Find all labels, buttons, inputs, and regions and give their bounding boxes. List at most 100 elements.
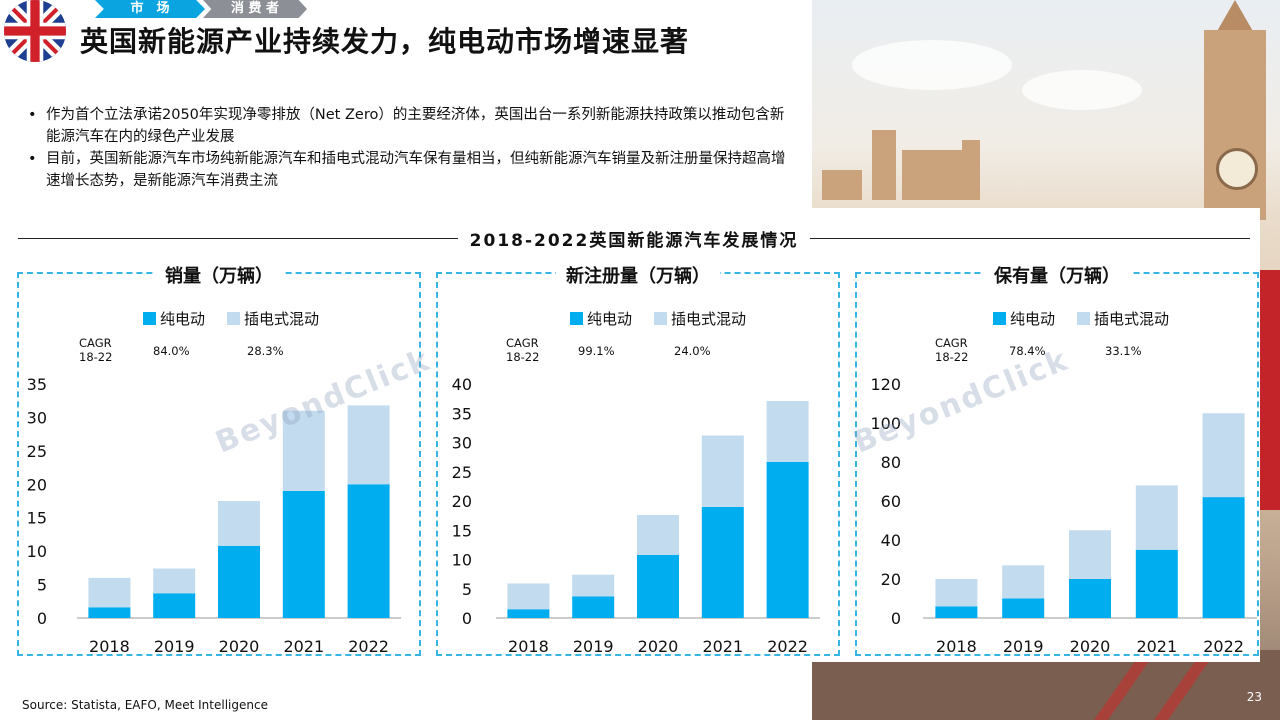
x-tick-label: 2020 [638,637,679,656]
chart-title: 新注册量（万辆） [556,266,720,287]
cagr-phev-value: 28.3% [247,344,284,358]
chart-title: 销量（万辆） [155,266,283,287]
bar-phev [935,579,978,607]
bar-phev [766,400,809,462]
legend-label-phev: 插电式混动 [244,310,320,328]
x-tick-label: 2021 [702,637,743,656]
building-shape [962,140,980,200]
y-tick-label: 5 [37,576,47,595]
legend-swatch-bev [993,312,1006,325]
x-tick-label: 2021 [1136,637,1177,656]
bar-bev [153,593,196,618]
bar-bev [637,554,679,618]
chart-legend: 纯电动 插电式混动 [570,308,746,329]
x-tick-label: 2019 [573,637,614,656]
cagr-bev-value: 84.0% [153,344,190,358]
source-note: Source: Statista, EAFO, Meet Intelligenc… [22,698,268,712]
bar-phev [1002,565,1045,599]
chart-svg-stock: 0 20 40 60 80 100 120 2018 2019 2020 2021 2022 [870,375,1257,656]
x-tick-label: 2019 [1003,637,1044,656]
bar-bev [88,607,131,618]
y-tick-label: 25 [27,442,47,461]
chart-svg-registrations: 0 5 10 15 20 25 30 35 40 2018 2019 2020 2021 2022 [452,375,820,656]
bar-phev [218,501,260,546]
page-number: 23 [1246,690,1262,704]
x-tick-label: 2018 [89,637,130,656]
bar-phev [153,568,196,594]
chart-title: 保有量（万辆） [984,266,1130,287]
cagr-label: CAGR 18-22 [506,336,540,364]
y-tick-label: 20 [452,492,472,511]
legend-label-bev: 纯电动 [160,310,206,328]
bar-phev [88,577,131,608]
y-tick-label: 20 [27,475,47,494]
legend-label-phev: 插电式混动 [1094,310,1170,328]
x-tick-label: 2022 [767,637,808,656]
bar-phev [701,435,744,507]
y-tick-label: 40 [452,375,472,394]
bar-phev [1069,530,1111,579]
cagr-phev-value: 24.0% [674,344,711,358]
bar-bev [347,484,390,618]
bar-bev [935,606,978,618]
bar-bev [507,609,550,618]
cagr-label: CAGR 18-22 [79,336,113,364]
building-shape [872,130,896,200]
y-tick-label: 15 [452,521,472,540]
x-tick-label: 2020 [219,637,260,656]
y-tick-label: 120 [870,375,901,394]
chart-legend: 纯电动 插电式混动 [143,308,319,329]
y-tick-label: 30 [27,408,47,427]
bar-bev [282,490,325,618]
y-tick-label: 10 [27,542,47,561]
y-tick-label: 35 [452,404,472,423]
legend-swatch-phev [1077,312,1091,325]
legend-swatch-phev [654,312,668,325]
y-tick-label: 60 [881,492,901,511]
chart-panel-stock: 保有量（万辆） 纯电动 插电式混动 CAGR 18-22 78.4% 33.1% … [849,266,1259,656]
bar-phev [637,515,679,555]
bar-bev [1069,579,1111,618]
y-tick-label: 30 [452,434,472,453]
bar-bev [218,545,260,618]
chart-panel-sales: 销量（万辆） 纯电动 插电式混动 CAGR 18-22 84.0% 28.3% 0… [17,266,436,656]
cagr-bev-value: 99.1% [578,344,615,358]
bar-bev [1135,549,1178,618]
x-tick-label: 2020 [1070,637,1111,656]
bullet-item: 作为首个立法承诺2050年实现净零排放（Net Zero）的主要经济体，英国出台… [28,104,788,148]
x-tick-label: 2022 [1203,637,1244,656]
building-shape [822,170,862,200]
bar-bev [701,506,744,618]
breadcrumb-consumer[interactable]: 消 费 者 [203,0,307,18]
y-tick-label: 20 [881,570,901,589]
chart-svg-sales: 0 5 10 15 20 25 30 35 2018 2019 2020 2021 2022 [27,375,401,656]
cloud-shape [852,40,1012,90]
x-tick-label: 2018 [936,637,977,656]
legend-swatch-bev [143,312,156,325]
page-title: 英国新能源产业持续发力，纯电动市场增速显著 [80,25,690,58]
bar-phev [1135,485,1178,550]
y-tick-label: 10 [452,551,472,570]
y-tick-label: 80 [881,453,901,472]
breadcrumb-market[interactable]: 市 场 [95,0,205,18]
x-tick-label: 2019 [154,637,195,656]
clock-face-icon [1216,148,1258,190]
bullet-item: 目前，英国新能源汽车市场纯新能源汽车和插电式混动汽车保有量相当，但纯新能源汽车销… [28,148,788,192]
x-tick-label: 2018 [508,637,549,656]
bar-bev [1002,598,1045,618]
y-tick-label: 15 [27,509,47,528]
bar-phev [507,583,550,610]
legend-swatch-phev [227,312,241,325]
cloud-shape [1022,70,1142,110]
cagr-bev-value: 78.4% [1009,344,1046,358]
section-title-wrap: 2018-2022英国新能源汽车发展情况 [0,226,1268,251]
bar-phev [572,574,615,597]
y-tick-label: 100 [870,414,901,433]
building-shape [902,150,962,200]
x-tick-label: 2022 [348,637,389,656]
chart-legend: 纯电动 插电式混动 [993,308,1169,329]
bar-bev [572,596,615,618]
bar-phev [347,405,390,485]
uk-flag-icon [4,0,66,62]
clock-tower [1204,30,1266,220]
